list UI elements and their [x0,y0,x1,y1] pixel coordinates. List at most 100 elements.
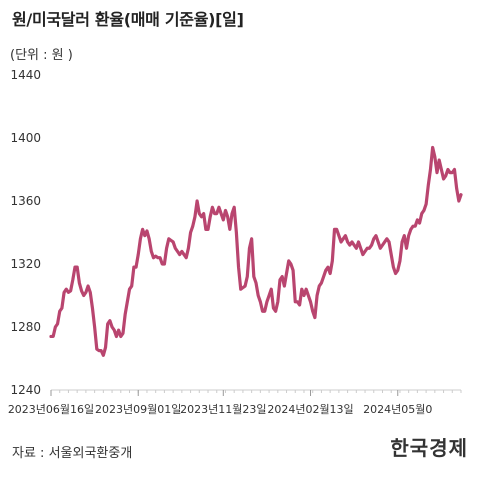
data-point [222,219,224,221]
data-point [355,247,357,249]
data-point [224,209,226,211]
data-point [146,230,148,232]
data-point [59,310,61,312]
data-point [115,335,117,337]
data-point [370,244,372,246]
data-point [141,228,143,230]
data-point [74,266,76,268]
data-point [453,168,455,170]
data-point [416,219,418,221]
data-point [244,285,246,287]
data-point [394,272,396,274]
data-point [368,247,370,249]
data-point [410,228,412,230]
data-point [170,239,172,241]
x-tick-label: 2023년06월16일 [8,402,94,416]
data-point [268,294,270,296]
data-point [440,168,442,170]
data-point [65,288,67,290]
data-point [283,285,285,287]
data-point [154,255,156,257]
data-point [277,301,279,303]
data-point [338,234,340,236]
data-point [83,294,85,296]
data-point [349,244,351,246]
data-point [447,168,449,170]
data-point [303,294,305,296]
data-point [104,346,106,348]
data-point [290,263,292,265]
data-point [296,301,298,303]
data-point [207,228,209,230]
data-point [259,301,261,303]
data-point [325,269,327,271]
data-point [168,238,170,240]
data-point [183,253,185,255]
data-point [109,320,111,322]
data-point [130,285,132,287]
data-point [240,288,242,290]
data-point [427,184,429,186]
data-point [152,257,154,259]
data-point [172,241,174,243]
data-point [178,253,180,255]
y-tick-label: 1440 [10,68,41,82]
data-point [133,266,135,268]
data-point [102,354,104,356]
data-point [314,316,316,318]
data-point [202,212,204,214]
data-point [192,225,194,227]
data-point [288,260,290,262]
data-point [342,238,344,240]
data-point [150,250,152,252]
data-point [301,288,303,290]
data-point [353,244,355,246]
data-point [255,282,257,284]
data-point [316,294,318,296]
data-point [307,294,309,296]
data-point [279,279,281,281]
data-point [298,304,300,306]
data-point [392,266,394,268]
data-point [165,247,167,249]
data-point [85,291,87,293]
data-point [144,234,146,236]
data-point [445,175,447,177]
data-point [388,241,390,243]
data-point [449,171,451,173]
data-point [386,238,388,240]
data-point [309,301,311,303]
data-point [274,310,276,312]
data-point [250,238,252,240]
y-axis-ticks: 1240 1280 1320 1360 1400 1440 [10,68,41,397]
data-point [91,307,93,309]
data-point [78,282,80,284]
data-point [122,332,124,334]
data-point [198,212,200,214]
data-point [346,241,348,243]
data-point [148,238,150,240]
data-point [344,234,346,236]
data-point [237,266,239,268]
data-point [438,159,440,161]
data-point [327,266,329,268]
data-point [87,285,89,287]
data-point [414,225,416,227]
data-point [76,266,78,268]
data-point [322,275,324,277]
data-point [189,231,191,233]
chart-title: 원/미국달러 환율(매매 기준율)[일] [12,10,244,29]
data-point [423,209,425,211]
data-point [320,282,322,284]
data-point [174,247,176,249]
data-point [205,228,207,230]
data-point [429,168,431,170]
data-point [159,257,161,259]
data-point [235,231,237,233]
data-point [67,291,69,293]
data-point [425,203,427,205]
data-point [54,326,56,328]
data-point [351,241,353,243]
